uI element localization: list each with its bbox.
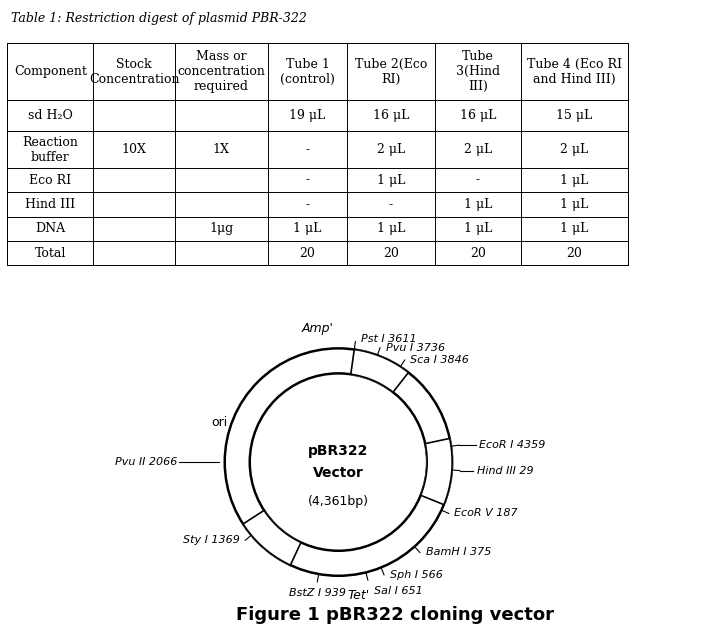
Text: 20: 20	[470, 247, 486, 260]
Text: Tet': Tet'	[348, 589, 370, 602]
Text: 1 μL: 1 μL	[464, 198, 492, 211]
Text: -: -	[389, 198, 393, 211]
Text: Sal I 651: Sal I 651	[373, 587, 422, 596]
Polygon shape	[243, 511, 301, 565]
Text: (4,361bp): (4,361bp)	[308, 495, 369, 508]
Bar	[7, 44, 628, 265]
Text: BstZ I 939: BstZ I 939	[289, 587, 346, 598]
Polygon shape	[351, 350, 408, 392]
Text: 2 μL: 2 μL	[464, 143, 492, 156]
Text: Tube 2(Eco
RI): Tube 2(Eco RI)	[355, 58, 427, 86]
Text: 1X: 1X	[213, 143, 230, 156]
Text: Pvu I 3736: Pvu I 3736	[386, 343, 445, 353]
Text: Hind III 29: Hind III 29	[477, 466, 533, 475]
Text: 1 μL: 1 μL	[377, 174, 405, 187]
Text: Stock
Concentration: Stock Concentration	[89, 58, 179, 86]
Text: sd H₂O: sd H₂O	[28, 109, 73, 122]
Text: Pst I 3611: Pst I 3611	[361, 334, 417, 345]
Text: Hind III: Hind III	[25, 198, 75, 211]
Text: Total: Total	[35, 247, 66, 260]
Text: Table 1: Restriction digest of plasmid PBR-322: Table 1: Restriction digest of plasmid P…	[11, 12, 306, 25]
Text: 19 μL: 19 μL	[289, 109, 326, 122]
Text: 1 μL: 1 μL	[560, 198, 589, 211]
Text: pBR322: pBR322	[309, 444, 368, 458]
Text: Sca I 3846: Sca I 3846	[410, 355, 469, 365]
Text: 1 μL: 1 μL	[293, 222, 321, 235]
Text: BamH I 375: BamH I 375	[426, 547, 491, 558]
Text: 16 μL: 16 μL	[373, 109, 409, 122]
Text: -: -	[306, 174, 309, 187]
Text: Pvu II 2066: Pvu II 2066	[114, 457, 177, 467]
Text: Figure 1 pBR322 cloning vector: Figure 1 pBR322 cloning vector	[236, 605, 555, 623]
Text: Mass or
concentration
required: Mass or concentration required	[177, 50, 265, 93]
Text: 1μg: 1μg	[209, 222, 233, 235]
Text: 2 μL: 2 μL	[377, 143, 405, 156]
Text: 1 μL: 1 μL	[560, 222, 589, 235]
Text: Amp': Amp'	[302, 322, 334, 335]
Text: Tube
3(Hind
III): Tube 3(Hind III)	[456, 50, 500, 93]
Text: 15 μL: 15 μL	[556, 109, 592, 122]
Text: Sty I 1369: Sty I 1369	[183, 535, 240, 545]
Text: -: -	[476, 174, 480, 187]
Text: 20: 20	[383, 247, 399, 260]
Text: -: -	[306, 143, 309, 156]
Text: 1 μL: 1 μL	[464, 222, 492, 235]
Text: 1 μL: 1 μL	[377, 222, 405, 235]
Text: 16 μL: 16 μL	[459, 109, 496, 122]
Text: ori: ori	[211, 416, 228, 429]
Text: EcoR V 187: EcoR V 187	[454, 509, 518, 518]
Text: 20: 20	[299, 247, 316, 260]
Text: Tube 4 (Eco RI
and Hind III): Tube 4 (Eco RI and Hind III)	[527, 58, 622, 86]
Text: Eco RI: Eco RI	[29, 174, 71, 187]
Text: Vector: Vector	[313, 466, 364, 480]
Polygon shape	[225, 348, 452, 576]
Text: DNA: DNA	[35, 222, 65, 235]
Text: 2 μL: 2 μL	[560, 143, 589, 156]
Text: Sph I 566: Sph I 566	[390, 570, 442, 580]
Polygon shape	[421, 439, 452, 505]
Text: Tube 1
(control): Tube 1 (control)	[280, 58, 335, 86]
Text: -: -	[306, 198, 309, 211]
Text: 20: 20	[567, 247, 582, 260]
Text: 10X: 10X	[122, 143, 146, 156]
Text: 1 μL: 1 μL	[560, 174, 589, 187]
Text: Component: Component	[14, 66, 87, 79]
Text: EcoR I 4359: EcoR I 4359	[479, 440, 546, 450]
Text: Reaction
buffer: Reaction buffer	[22, 136, 78, 164]
